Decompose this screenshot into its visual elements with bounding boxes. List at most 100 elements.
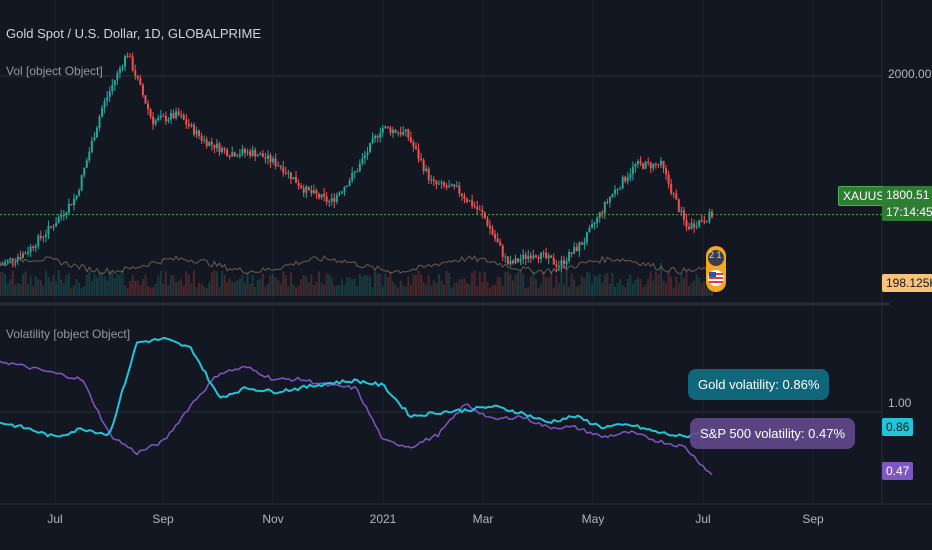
candle-body xyxy=(649,162,652,169)
candle-body xyxy=(386,126,389,128)
volume-bar xyxy=(164,270,167,296)
volume-bar xyxy=(667,271,670,296)
candle-body xyxy=(141,84,144,96)
candle-body xyxy=(374,135,377,139)
candle-body xyxy=(404,129,407,132)
candle-body xyxy=(177,111,180,116)
volume-bar xyxy=(103,275,106,296)
volume-bar xyxy=(269,275,272,296)
volume-bar xyxy=(381,286,384,296)
volume-bar xyxy=(601,283,604,296)
volume-bar xyxy=(182,285,185,296)
volume-bar xyxy=(289,272,292,296)
earnings-flag-icon[interactable]: 2 1 xyxy=(706,246,726,292)
volume-bar xyxy=(85,274,88,296)
volume-bar xyxy=(328,274,331,296)
candle-body xyxy=(690,223,693,229)
candle-body xyxy=(195,130,198,135)
sp-volatility-bubble[interactable]: S&P 500 volatility: 0.47% xyxy=(690,418,856,449)
candle-body xyxy=(238,154,241,156)
candle-body xyxy=(203,139,206,141)
candle-body xyxy=(340,191,343,193)
candle-body xyxy=(417,149,420,159)
volume-bar xyxy=(215,271,218,296)
candle-body xyxy=(126,55,129,57)
candle-body xyxy=(231,152,234,157)
candle-body xyxy=(639,161,642,164)
volume-bar xyxy=(682,278,685,296)
candle-body xyxy=(152,116,155,125)
volume-bar xyxy=(246,272,249,296)
candle-body xyxy=(672,193,675,195)
candle-body xyxy=(249,151,252,156)
volume-bar xyxy=(591,283,594,296)
candle-body xyxy=(24,253,27,255)
candle-body xyxy=(550,255,553,258)
candle-body xyxy=(11,258,14,262)
candle-body xyxy=(172,113,175,119)
candle-body xyxy=(608,196,611,203)
candle-body xyxy=(478,209,481,211)
volume-bar xyxy=(52,274,55,296)
volume-bar xyxy=(169,275,172,296)
volume-indicator-label[interactable]: Vol [object Object] xyxy=(6,64,103,78)
volume-bar xyxy=(9,279,12,296)
volume-bar xyxy=(129,280,132,296)
volume-bar xyxy=(42,285,45,296)
candle-body xyxy=(527,255,530,259)
volume-bar xyxy=(300,279,303,296)
volume-bar xyxy=(608,283,611,296)
candle-body xyxy=(504,256,507,258)
candle-body xyxy=(601,212,604,214)
volume-bar xyxy=(335,285,338,296)
candle-body xyxy=(57,217,60,224)
candle-body xyxy=(93,137,96,141)
candle-body xyxy=(392,129,395,134)
candle-body xyxy=(210,141,213,145)
candle-body xyxy=(55,223,58,227)
volume-bar xyxy=(593,275,596,296)
volume-bar xyxy=(228,278,231,296)
volume-bar xyxy=(504,272,507,296)
candle-body xyxy=(131,56,134,71)
candle-body xyxy=(557,266,560,268)
volume-bar xyxy=(108,271,111,296)
volume-bar xyxy=(626,278,629,296)
volatility-indicator-label[interactable]: Volatility [object Object] xyxy=(6,327,131,341)
candle-body xyxy=(60,215,63,218)
candle-body xyxy=(389,127,392,134)
volume-bar xyxy=(588,272,591,296)
volume-bar xyxy=(98,271,101,296)
volume-bar xyxy=(0,271,1,296)
volume-bar xyxy=(547,277,550,296)
volume-bar xyxy=(420,274,423,296)
volume-bar xyxy=(636,277,639,296)
volume-bar xyxy=(555,275,558,296)
candle-body xyxy=(27,252,30,254)
volume-bar xyxy=(496,276,499,296)
volume-bar xyxy=(376,273,379,296)
chart-title[interactable]: Gold Spot / U.S. Dollar, 1D, GLOBALPRIME xyxy=(6,26,262,41)
candle-body xyxy=(667,174,670,184)
volume-bar xyxy=(562,284,565,296)
candle-body xyxy=(47,226,50,235)
candle-body xyxy=(346,185,349,187)
candle-body xyxy=(619,188,622,190)
volume-bar xyxy=(665,283,668,296)
candle-body xyxy=(695,226,698,228)
candle-body xyxy=(458,185,461,194)
candle-body xyxy=(596,217,599,224)
volume-bar xyxy=(499,277,502,296)
volume-bar xyxy=(448,273,451,296)
volume-bar xyxy=(517,272,520,296)
volume-bar xyxy=(149,287,152,296)
volume-bar xyxy=(443,284,446,296)
gold-volatility-bubble[interactable]: Gold volatility: 0.86% xyxy=(688,369,830,400)
candle-body xyxy=(323,194,326,197)
gold-volatility-line xyxy=(0,336,713,439)
candle-body xyxy=(685,219,688,227)
candle-body xyxy=(62,214,65,216)
candle-body xyxy=(455,185,458,187)
volume-bar xyxy=(338,285,341,296)
